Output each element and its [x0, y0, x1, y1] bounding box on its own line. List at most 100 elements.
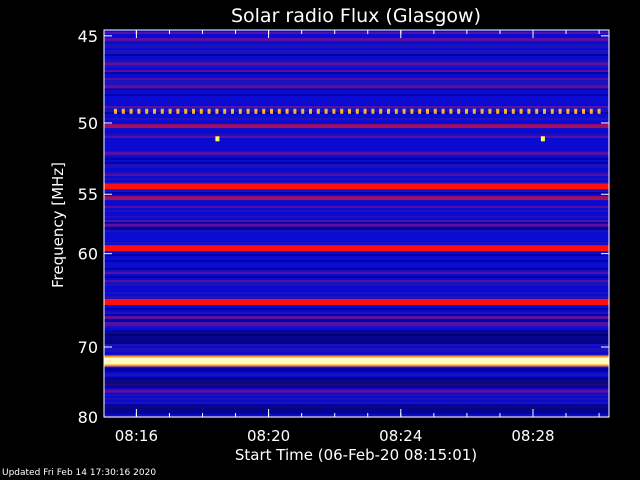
pulse-mark [192, 108, 195, 114]
pulse-mark [550, 108, 554, 114]
heatmap-row [104, 72, 609, 74]
pulse-mark [387, 108, 390, 114]
heatmap-row [104, 254, 609, 256]
heatmap-row [104, 132, 609, 134]
heatmap-row [104, 128, 609, 130]
burst-spot [215, 136, 220, 142]
heatmap-row [104, 118, 609, 120]
y-tick-label: 60 [78, 245, 98, 264]
heatmap-row [104, 342, 609, 344]
heatmap-row [104, 352, 609, 354]
pulse-mark [309, 108, 312, 114]
frequency-band [104, 245, 609, 252]
pulse-mark [511, 108, 515, 114]
pulse-mark [153, 108, 156, 114]
pulse-mark [168, 108, 172, 114]
y-tick-label: 55 [78, 185, 98, 204]
heatmap-row [104, 264, 609, 266]
heatmap-row [104, 160, 609, 162]
heatmap-row [104, 214, 609, 216]
heatmap-row [104, 296, 609, 298]
pulse-mark [223, 108, 227, 114]
pulse-mark [254, 108, 258, 114]
heatmap-row [104, 56, 609, 58]
frequency-band [104, 85, 609, 89]
heatmap-row [104, 260, 609, 262]
heatmap-row [104, 244, 609, 246]
pulse-mark [355, 108, 359, 114]
heatmap-row [104, 174, 609, 176]
pulse-mark [441, 108, 445, 114]
heatmap-row [104, 278, 609, 280]
pulse-mark [324, 108, 328, 114]
heatmap-row [104, 68, 609, 70]
heatmap-row [104, 130, 609, 132]
pulse-mark [433, 108, 437, 114]
heatmap-row [104, 106, 609, 108]
heatmap-row [104, 92, 609, 94]
heatmap-row [104, 168, 609, 170]
heatmap-row [104, 36, 609, 38]
heatmap-row [104, 212, 609, 214]
heatmap-row [104, 312, 609, 314]
heatmap-row [104, 206, 609, 208]
pulse-mark [465, 108, 468, 114]
heatmap-row [104, 394, 609, 396]
pulse-mark [340, 108, 344, 114]
pulse-mark [277, 108, 281, 114]
heatmap-row [104, 372, 609, 374]
heatmap-row [104, 220, 609, 222]
heatmap-row [104, 32, 609, 34]
heatmap-row [104, 50, 609, 52]
heatmap-row [104, 42, 609, 44]
pulse-mark [160, 108, 164, 114]
heatmap-row [104, 204, 609, 206]
heatmap-row [104, 242, 609, 244]
heatmap-row [104, 76, 609, 78]
pulse-mark [566, 108, 570, 114]
x-tick-label: 08:20 [247, 427, 290, 445]
pulse-mark [488, 108, 492, 114]
heatmap-row [104, 122, 609, 124]
heatmap-row [104, 44, 609, 46]
heatmap-row [104, 182, 609, 184]
heatmap-row [104, 350, 609, 352]
heatmap-row [104, 354, 609, 356]
heatmap-row [104, 88, 609, 90]
pulse-mark [270, 108, 273, 114]
pulse-mark [293, 108, 297, 114]
y-tick-label: 50 [78, 114, 98, 133]
updated-timestamp: Updated Fri Feb 14 17:30:16 2020 [2, 468, 157, 478]
pulse-mark [176, 108, 180, 114]
pulse-mark [589, 108, 593, 114]
pulse-mark [527, 108, 531, 114]
pulse-mark [410, 108, 414, 114]
pulse-mark [426, 108, 429, 114]
pulse-mark [121, 108, 125, 114]
pulse-mark [379, 108, 383, 114]
heatmap-row [104, 96, 609, 98]
heatmap-row [104, 366, 609, 368]
band-edge [104, 355, 609, 358]
heatmap-row [104, 156, 609, 158]
heatmap-row [104, 216, 609, 218]
x-tick-label: 08:24 [379, 427, 422, 445]
frequency-band [104, 38, 609, 42]
pulse-mark [285, 108, 289, 114]
heatmap-row [104, 322, 609, 324]
frequency-band [104, 223, 609, 227]
x-axis: 08:16 08:20 08:24 08:28 [115, 30, 600, 445]
frequency-band [104, 183, 609, 190]
heatmap-row [104, 178, 609, 180]
heatmap-row [104, 158, 609, 160]
heatmap-dark-band [104, 404, 609, 414]
band-edge [104, 364, 609, 367]
frequency-band [104, 151, 609, 155]
heatmap-row [104, 374, 609, 376]
heatmap-area [104, 30, 609, 418]
heatmap-row [104, 266, 609, 268]
heatmap-dark-band [104, 330, 609, 343]
heatmap-row [104, 200, 609, 202]
heatmap-row [104, 376, 609, 378]
